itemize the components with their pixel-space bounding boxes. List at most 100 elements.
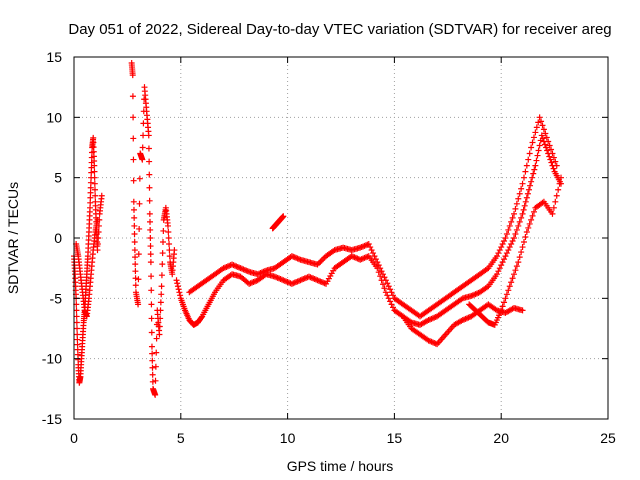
data-point [526, 220, 533, 227]
data-point [509, 214, 516, 221]
data-point [149, 357, 156, 364]
data-point [519, 180, 526, 187]
data-point [372, 256, 379, 263]
data-point [148, 301, 155, 308]
y-tick-label: 0 [54, 230, 62, 246]
data-point [146, 171, 153, 178]
data-point [513, 200, 520, 207]
data-point [550, 154, 557, 161]
data-point [130, 206, 137, 213]
data-point [149, 364, 156, 371]
data-point [92, 186, 99, 193]
data-point [512, 230, 519, 237]
data-point [547, 156, 554, 163]
data-point [506, 244, 513, 251]
data-point [148, 343, 155, 350]
data-point [512, 205, 519, 212]
x-tick-label: 0 [70, 430, 78, 446]
data-point [549, 150, 556, 157]
data-point [156, 323, 163, 330]
data-point [149, 378, 156, 385]
data-point [148, 329, 155, 336]
data-point [528, 178, 535, 185]
data-point [535, 147, 542, 154]
y-axis: -15 -10 -5 0 5 10 15 [42, 49, 608, 427]
data-point [98, 192, 105, 199]
data-point [75, 356, 82, 363]
data-point [515, 222, 522, 229]
y-tick-label: -5 [50, 290, 63, 306]
data-point [532, 129, 539, 136]
data-point [149, 350, 156, 357]
data-point [146, 184, 153, 191]
data-point [94, 216, 101, 223]
data-point [135, 276, 142, 283]
series-cluster-0h-b [73, 216, 101, 320]
data-point [152, 377, 159, 384]
data-point [524, 190, 531, 197]
data-point [516, 190, 523, 197]
data-point [175, 286, 182, 293]
data-point [157, 315, 164, 322]
data-point [159, 261, 166, 268]
data-point [508, 218, 515, 225]
data-point [381, 274, 388, 281]
grid [74, 57, 608, 419]
data-point [542, 130, 549, 137]
data-point [518, 249, 525, 256]
data-point [146, 197, 153, 204]
data-point [87, 189, 94, 196]
data-point [73, 313, 80, 320]
data-point [368, 247, 375, 254]
data-point [519, 244, 526, 251]
data-point [501, 256, 508, 263]
y-axis-label: SDTVAR / TECUs [5, 182, 21, 294]
data-point [529, 139, 536, 146]
series-cluster-9.7h [269, 213, 287, 232]
data-point [511, 210, 518, 217]
data-point [503, 250, 510, 257]
data-point [541, 141, 548, 148]
x-tick-label: 20 [493, 430, 509, 446]
data-point [539, 122, 546, 129]
data-point [525, 156, 532, 163]
data-point [147, 226, 154, 233]
data-point [522, 198, 529, 205]
data-point [531, 166, 538, 173]
data-point [91, 174, 98, 181]
data-point [556, 180, 563, 187]
data-point [513, 263, 520, 270]
data-point [160, 227, 167, 234]
data-point [74, 341, 81, 348]
data-point [380, 281, 387, 288]
data-point [382, 289, 389, 296]
data-point [530, 134, 537, 141]
data-point [91, 162, 98, 169]
data-point [145, 145, 152, 152]
data-point [92, 192, 99, 199]
data-point [385, 283, 392, 290]
data-point [280, 213, 287, 220]
y-tick-label: -10 [42, 351, 62, 367]
data-point [387, 286, 394, 293]
data-point [135, 251, 142, 258]
data-point [166, 253, 173, 260]
data-point [495, 268, 502, 275]
data-point [176, 289, 183, 296]
data-point [375, 269, 382, 276]
data-point [493, 253, 500, 260]
data-point [389, 304, 396, 311]
data-point [87, 199, 94, 206]
data-point [91, 168, 98, 175]
data-point [389, 292, 396, 299]
data-point [135, 301, 142, 308]
data-point [505, 247, 512, 254]
data-point [534, 152, 541, 159]
x-tick-label: 5 [177, 430, 185, 446]
data-point [146, 158, 153, 165]
data-point [388, 289, 395, 296]
data-point [381, 285, 388, 292]
data-point [536, 142, 543, 149]
data-point [174, 280, 181, 287]
data-point [73, 319, 80, 326]
